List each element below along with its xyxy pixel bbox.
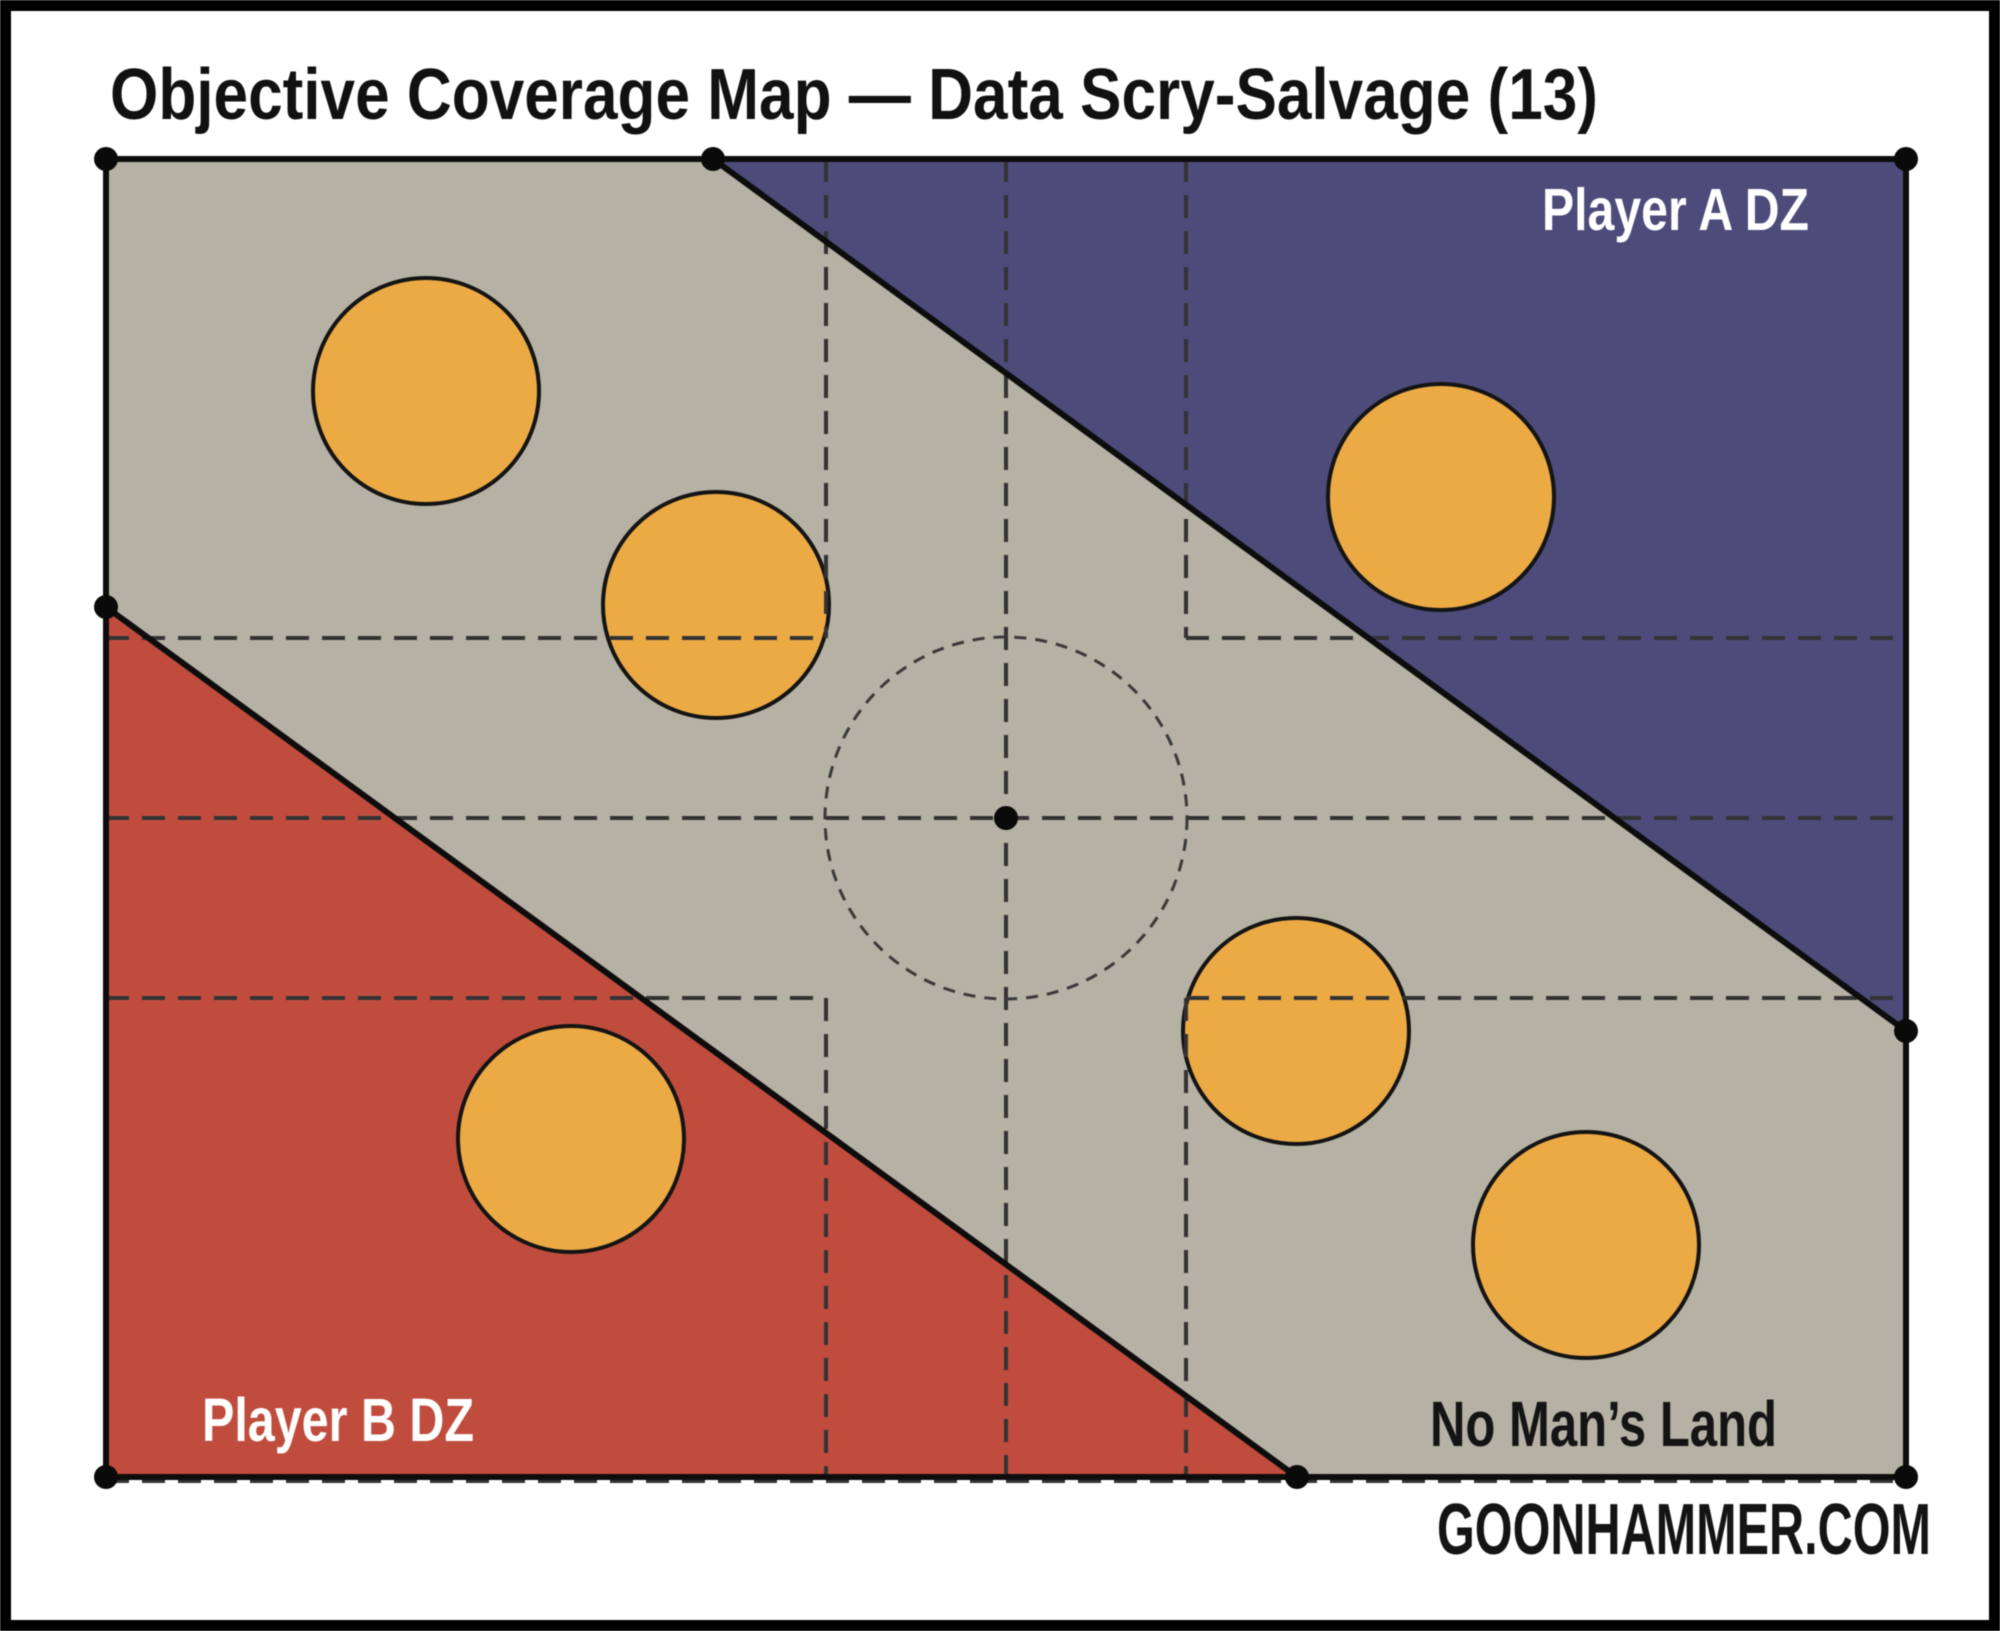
svg-text:Objective Coverage Map — Data: Objective Coverage Map — Data Scry-Salva… [110, 55, 1598, 135]
svg-text:Player A DZ: Player A DZ [1542, 176, 1809, 243]
svg-text:Player B DZ: Player B DZ [202, 1386, 474, 1454]
svg-text:No Man’s Land: No Man’s Land [1430, 1388, 1777, 1460]
svg-text:GOONHAMMER.COM: GOONHAMMER.COM [1437, 1490, 1931, 1570]
